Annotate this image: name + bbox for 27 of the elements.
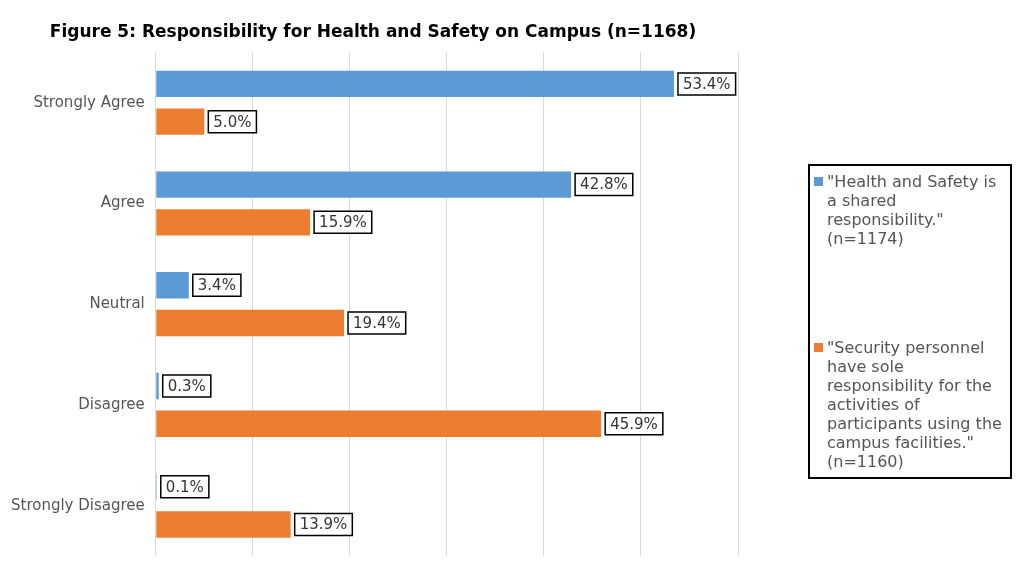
legend-label: "Health and Safety is a shared responsibility." (n=1174) bbox=[827, 172, 998, 248]
bar bbox=[156, 309, 345, 337]
bar bbox=[156, 272, 189, 299]
data-label: 19.4% bbox=[353, 313, 401, 332]
data-label: 42.8% bbox=[580, 175, 628, 194]
y-tick-label: Strongly Disagree bbox=[10, 495, 145, 514]
bar bbox=[156, 171, 572, 198]
bar bbox=[156, 70, 674, 98]
data-label: 13.9% bbox=[299, 515, 348, 534]
data-label: 5.0% bbox=[213, 112, 252, 131]
data-label: 3.4% bbox=[197, 276, 236, 295]
bar bbox=[156, 108, 205, 135]
bar bbox=[156, 209, 311, 236]
y-tick-label: Neutral bbox=[89, 294, 145, 313]
data-label: 45.9% bbox=[610, 414, 658, 433]
y-tick-label: Disagree bbox=[78, 394, 145, 413]
y-tick-label: Agree bbox=[100, 193, 145, 212]
data-label: 0.1% bbox=[165, 477, 204, 496]
bar bbox=[156, 511, 291, 538]
legend-label: "Security personnel have sole responsibility for the activities of participants using the campus facilities." (n=1160) bbox=[827, 338, 1003, 471]
y-tick-label: Strongly Agree bbox=[33, 92, 145, 111]
bar bbox=[156, 410, 602, 438]
bar bbox=[156, 372, 159, 400]
data-label: 15.9% bbox=[319, 213, 367, 232]
data-label: 0.3% bbox=[167, 376, 206, 395]
data-label: 53.4% bbox=[682, 74, 731, 93]
chart-title: Figure 5: Responsibility for Health and Safety on Campus (n=1168) bbox=[49, 20, 697, 41]
